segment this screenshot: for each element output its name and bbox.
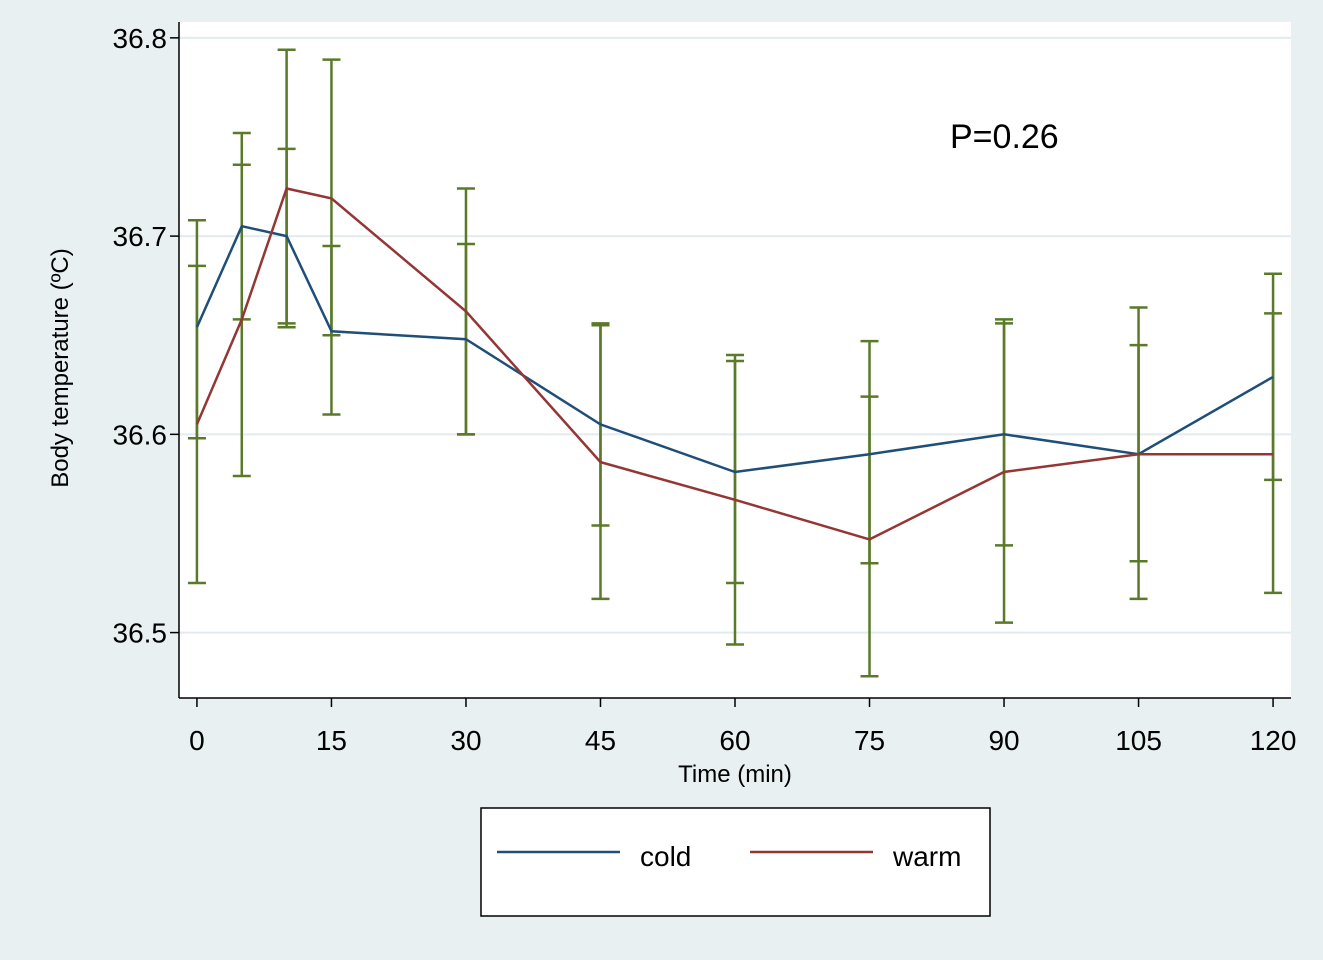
y-tick-label: 36.6 bbox=[113, 419, 168, 450]
x-tick-label: 120 bbox=[1250, 725, 1297, 756]
y-tick-label: 36.5 bbox=[113, 618, 168, 649]
p-value-annotation: P=0.26 bbox=[950, 118, 1059, 156]
x-tick-label: 60 bbox=[719, 725, 750, 756]
x-axis-title: Time (min) bbox=[678, 761, 792, 788]
series-line-warm bbox=[195, 187, 1274, 541]
legend-label-cold: cold bbox=[640, 841, 691, 872]
x-tick-label: 105 bbox=[1115, 725, 1162, 756]
x-tick-label: 45 bbox=[585, 725, 616, 756]
error-bar-warm bbox=[187, 264, 206, 585]
x-tick-label: 75 bbox=[854, 725, 885, 756]
y-tick-label: 36.8 bbox=[113, 23, 168, 54]
x-axis-ticks: 0 15 30 45 60 75 90 105 120 bbox=[189, 698, 1296, 756]
x-tick-label: 30 bbox=[450, 725, 481, 756]
x-tick-label: 0 bbox=[189, 725, 205, 756]
x-tick-label: 15 bbox=[316, 725, 347, 756]
legend: cold warm bbox=[480, 807, 991, 917]
x-tick-label: 90 bbox=[988, 725, 1019, 756]
legend-box bbox=[480, 807, 991, 917]
y-axis-ticks: 36.5 36.6 36.7 36.8 bbox=[113, 23, 179, 649]
y-axis-title: Body temperature (ºC) bbox=[47, 248, 74, 488]
legend-label-warm: warm bbox=[892, 841, 961, 872]
series-lines bbox=[195, 187, 1274, 541]
y-tick-label: 36.7 bbox=[113, 221, 168, 252]
error-bar-warm bbox=[860, 339, 879, 678]
